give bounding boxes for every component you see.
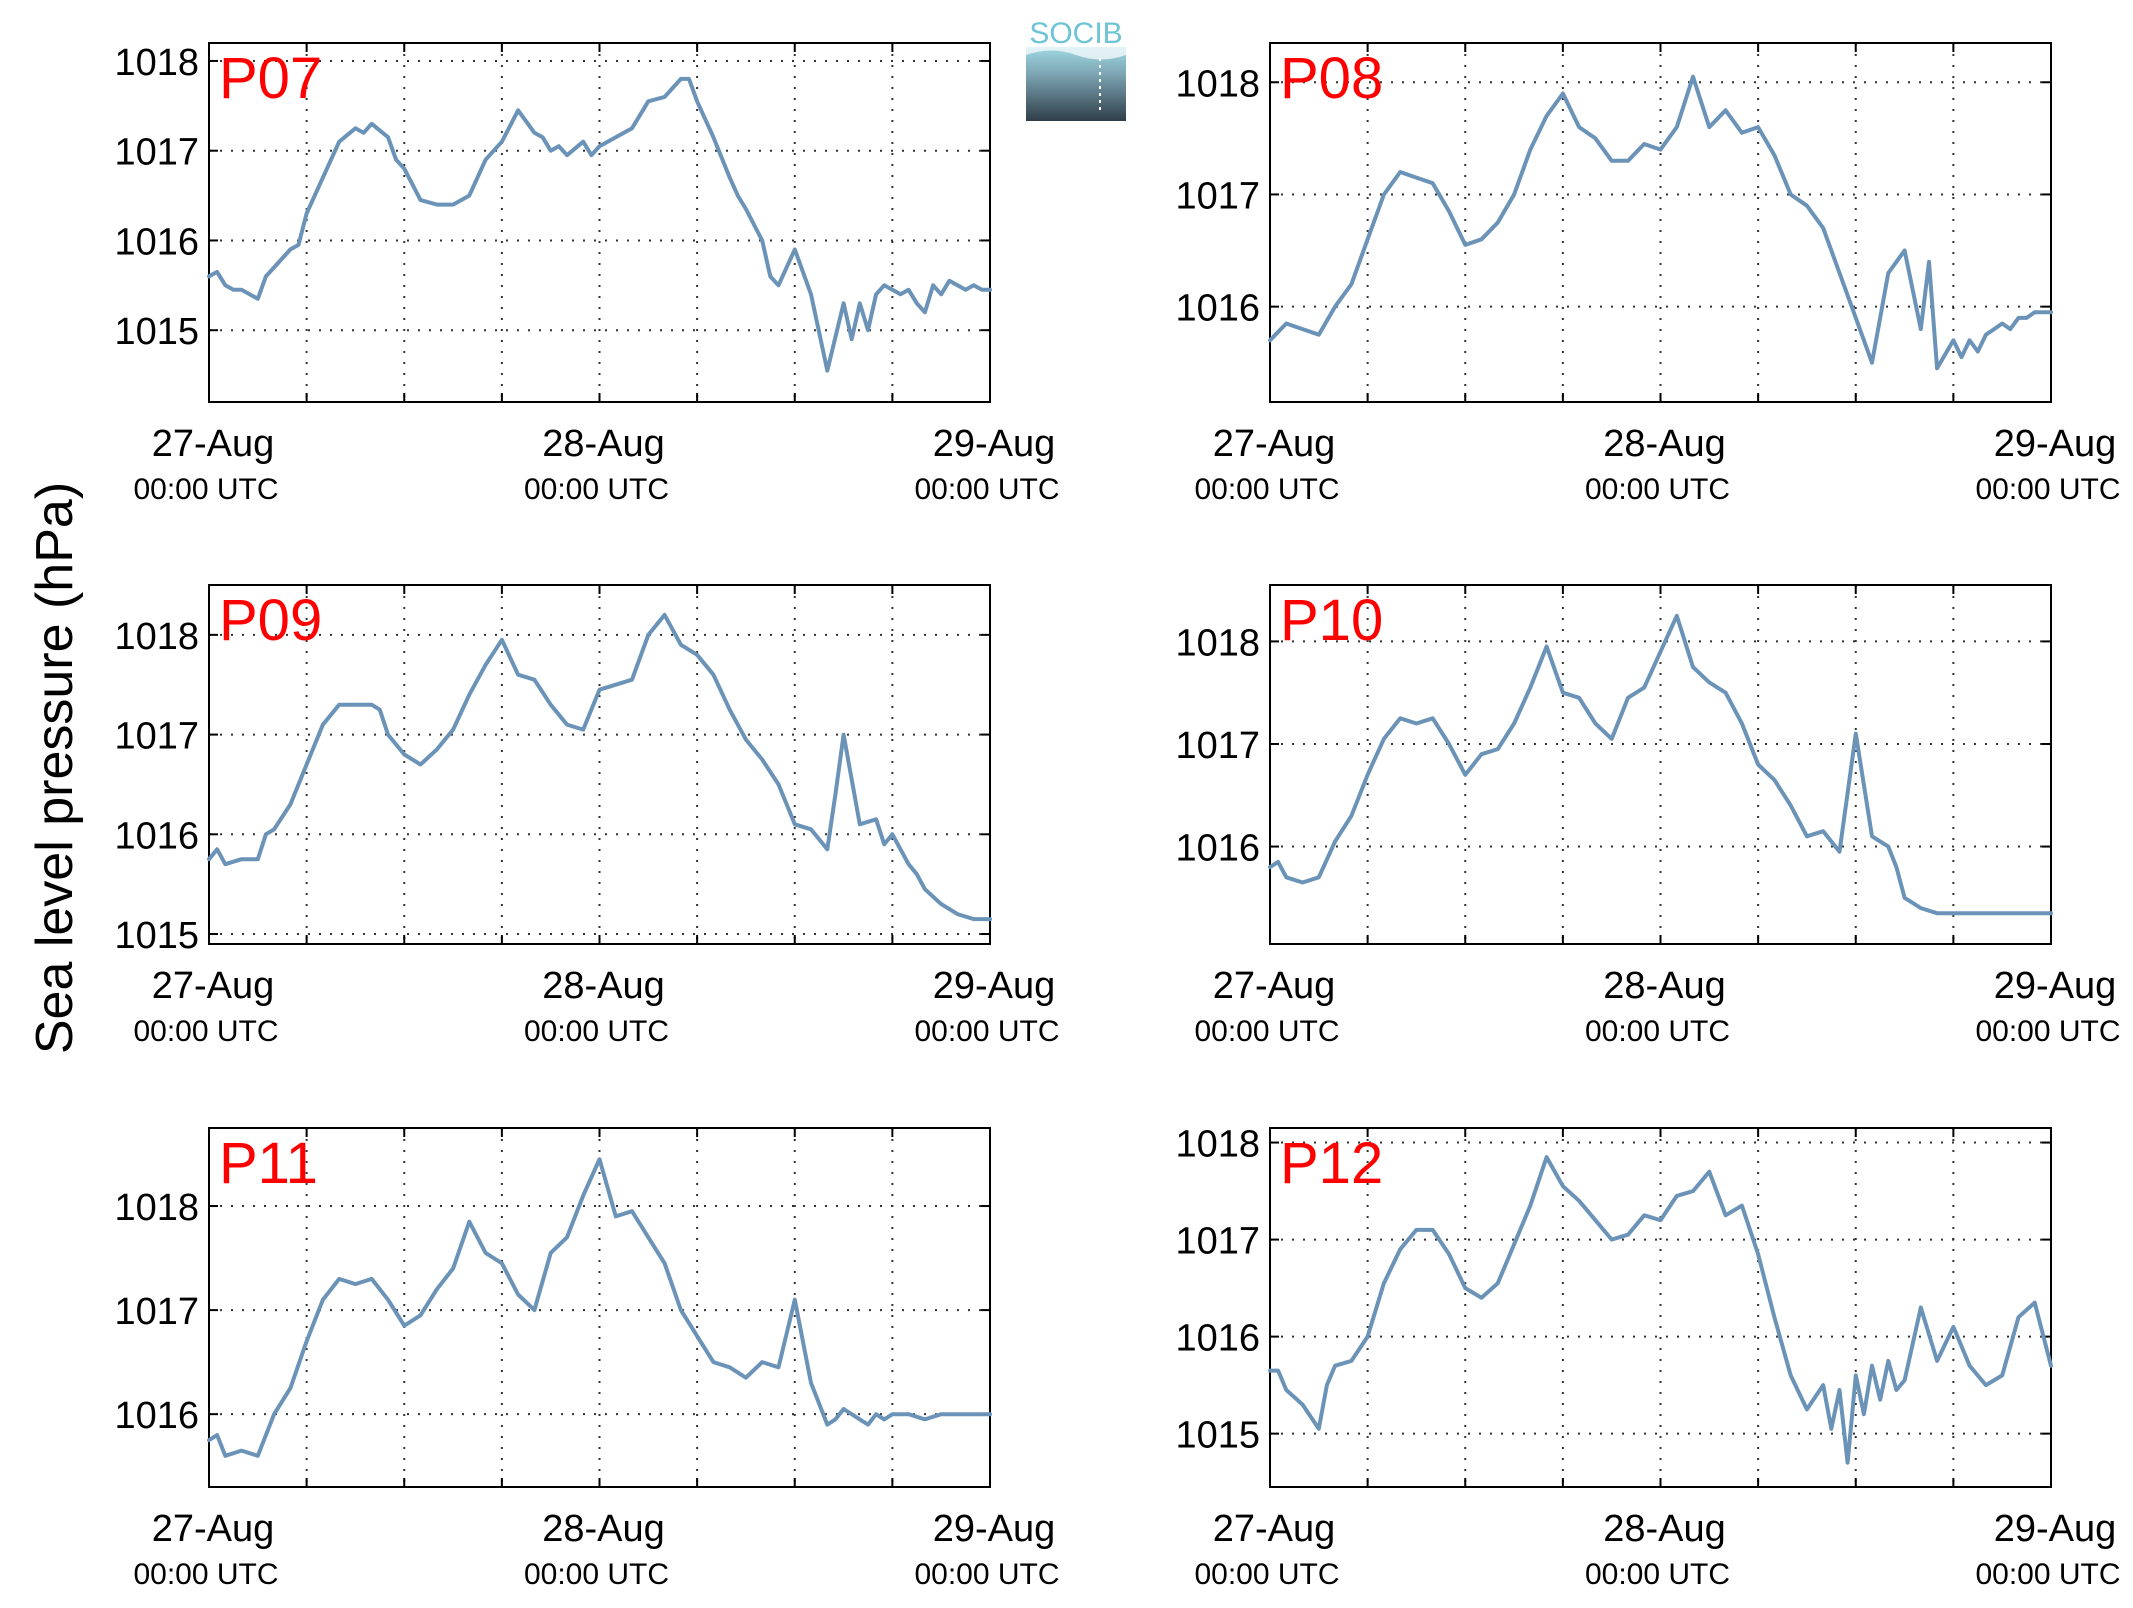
logo-text: SOCIB — [1029, 17, 1122, 50]
y-axis-label: Sea level pressure (hPa) — [26, 482, 84, 1054]
x-tick-label-time: 00:00 UTC — [1975, 1558, 2120, 1591]
x-tick-label-time: 00:00 UTC — [1585, 1558, 1730, 1591]
x-tick-label-time: 00:00 UTC — [914, 1015, 1059, 1048]
y-tick-label: 1017 — [114, 1291, 199, 1333]
x-tick-label-date: 27-Aug — [152, 423, 275, 465]
x-tick-label-time: 00:00 UTC — [133, 1558, 278, 1591]
y-tick-label: 1018 — [1175, 622, 1260, 664]
x-tick-label-time: 00:00 UTC — [1585, 473, 1730, 506]
y-tick-label: 1017 — [1175, 175, 1260, 217]
x-tick-label-time: 00:00 UTC — [133, 473, 278, 506]
y-tick-label: 1018 — [1175, 63, 1260, 105]
y-tick-label: 1016 — [1175, 288, 1260, 330]
y-tick-label: 1015 — [114, 915, 199, 957]
x-tick-label-date: 27-Aug — [152, 965, 275, 1007]
y-tick-label: 1017 — [114, 132, 199, 174]
series-line-p09 — [207, 612, 992, 922]
socib-logo: SOCIB — [1026, 17, 1126, 121]
series-line-p11 — [207, 1157, 992, 1458]
y-tick-label: 1017 — [114, 716, 199, 758]
x-tick-label-time: 00:00 UTC — [1194, 473, 1339, 506]
panel-p12: 1015 1016 1017 1018 27-Aug 00:00 UTC 28-Aug 00:… — [1175, 1124, 2120, 1591]
x-tick-label-date: 29-Aug — [1994, 965, 2117, 1007]
x-tick-label-time: 00:00 UTC — [524, 1015, 669, 1048]
series-line-p07 — [207, 76, 992, 373]
y-tick-label: 1018 — [114, 1187, 199, 1229]
axes-box — [208, 1127, 991, 1488]
series-line-p12 — [1268, 1155, 2053, 1465]
y-tick-label: 1018 — [114, 616, 199, 658]
y-tick-label: 1016 — [114, 815, 199, 857]
x-tick-label-time: 00:00 UTC — [914, 1558, 1059, 1591]
x-tick-label-date: 29-Aug — [933, 1508, 1056, 1550]
y-tick-label: 1016 — [114, 1395, 199, 1437]
y-tick-label: 1018 — [114, 42, 199, 84]
series-line-p10 — [1268, 613, 2053, 916]
x-tick-label-time: 00:00 UTC — [1975, 473, 2120, 506]
axes-box — [208, 584, 991, 945]
panel-p09: 1015 1016 1017 1018 27-Aug 00:00 UTC 28-Aug 00:… — [114, 584, 1060, 1048]
y-tick-label: 1016 — [114, 221, 199, 263]
x-tick-label-time: 00:00 UTC — [1585, 1015, 1730, 1048]
axes-box — [1269, 584, 2052, 945]
series-line-p08 — [1268, 74, 2053, 371]
x-tick-label-time: 00:00 UTC — [1194, 1015, 1339, 1048]
panel-p10: 1016 1017 1018 27-Aug 00:00 UTC 28-Aug 00:00 U… — [1175, 584, 2121, 1048]
panel-p07: 1015 1016 1017 1018 27-Aug 00:00 UTC 28-Aug 00:… — [114, 42, 1059, 506]
x-tick-label-date: 28-Aug — [542, 1508, 665, 1550]
x-tick-label-time: 00:00 UTC — [1194, 1558, 1339, 1591]
x-tick-label-time: 00:00 UTC — [524, 1558, 669, 1591]
x-tick-label-date: 27-Aug — [1213, 965, 1336, 1007]
x-tick-label-date: 28-Aug — [1603, 965, 1726, 1007]
y-tick-label: 1017 — [1175, 1221, 1260, 1263]
x-tick-label-date: 29-Aug — [933, 423, 1056, 465]
station-label: P08 — [1280, 46, 1383, 111]
station-label: P11 — [219, 1131, 318, 1196]
x-tick-label-date: 27-Aug — [1213, 423, 1336, 465]
y-tick-label: 1015 — [1175, 1415, 1260, 1457]
x-tick-label-date: 29-Aug — [933, 965, 1056, 1007]
x-tick-label-date: 29-Aug — [1994, 1508, 2117, 1550]
station-label: P10 — [1280, 588, 1383, 653]
station-label: P09 — [219, 588, 322, 653]
x-tick-label-time: 00:00 UTC — [133, 1015, 278, 1048]
y-tick-label: 1016 — [1175, 1318, 1260, 1360]
y-tick-label: 1018 — [1175, 1124, 1260, 1166]
x-tick-label-time: 00:00 UTC — [1975, 1015, 2120, 1048]
panel-p11: 1016 1017 1018 27-Aug 00:00 UTC 28-Aug 00:00 U… — [114, 1127, 1060, 1591]
x-tick-label-time: 00:00 UTC — [524, 473, 669, 506]
x-tick-label-date: 27-Aug — [1213, 1508, 1336, 1550]
x-tick-label-date: 27-Aug — [152, 1508, 275, 1550]
x-tick-label-date: 28-Aug — [542, 423, 665, 465]
y-tick-label: 1017 — [1175, 725, 1260, 767]
station-label: P12 — [1280, 1131, 1383, 1196]
x-tick-label-date: 29-Aug — [1994, 423, 2117, 465]
x-tick-label-date: 28-Aug — [542, 965, 665, 1007]
panel-p08: 1016 1017 1018 27-Aug 00:00 UTC 28-Aug 00:00 U… — [1175, 42, 2121, 506]
x-tick-label-time: 00:00 UTC — [914, 473, 1059, 506]
x-tick-label-date: 28-Aug — [1603, 423, 1726, 465]
x-tick-label-date: 28-Aug — [1603, 1508, 1726, 1550]
axes-box — [1269, 1127, 2052, 1488]
y-tick-label: 1015 — [114, 311, 199, 353]
y-tick-label: 1016 — [1175, 828, 1260, 870]
axes-box — [208, 42, 991, 403]
station-label: P07 — [219, 46, 322, 111]
